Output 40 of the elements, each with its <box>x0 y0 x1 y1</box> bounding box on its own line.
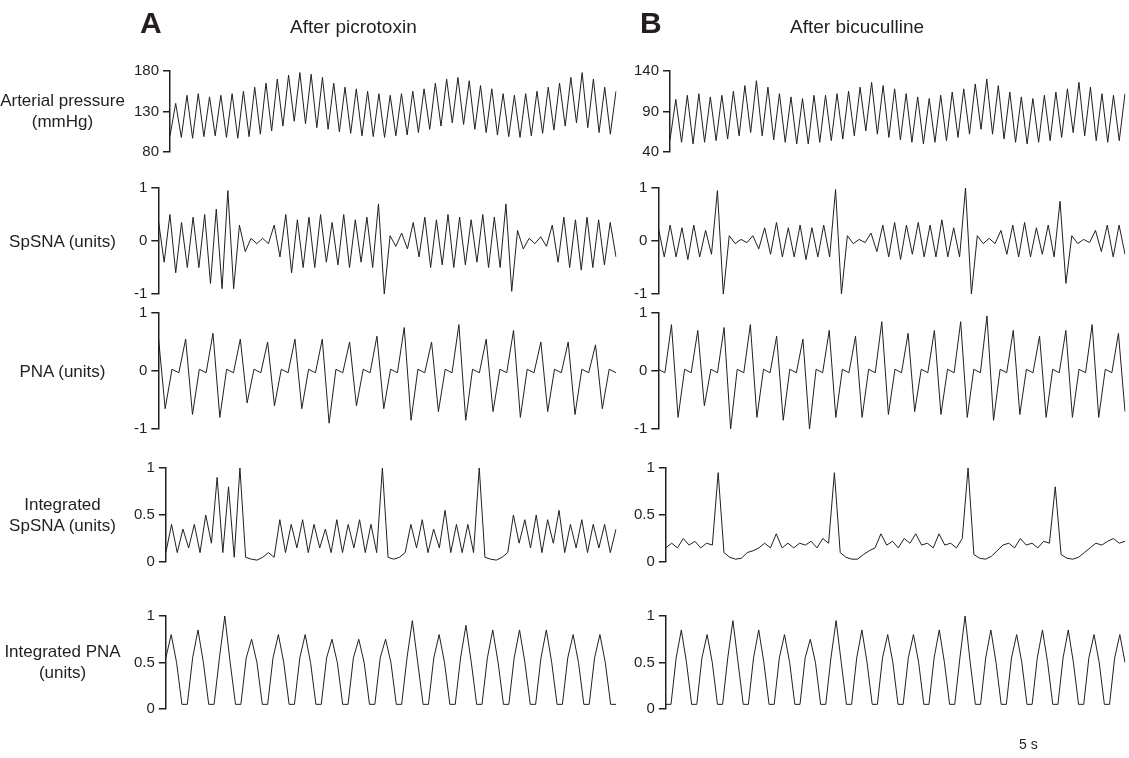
y-tick-label: 1 <box>138 178 148 196</box>
y-tick-label: 0 <box>638 361 648 379</box>
text: B <box>640 6 662 40</box>
text: 5 s <box>1019 736 1038 752</box>
chart-title: After bicuculline <box>790 16 925 38</box>
y-tick-label: 0 <box>638 231 648 249</box>
y-tick-label: 0.5 <box>633 652 655 670</box>
y-tick-label: 40 <box>642 142 660 160</box>
y-axis-title: Integrated PNA (units) <box>3 641 122 684</box>
y-tick-label: 1 <box>646 606 655 624</box>
y-tick-label: 180 <box>134 61 160 79</box>
y-tick-label: 1 <box>646 458 655 476</box>
y-axis-title: Arterial pressure (mmHg) <box>0 90 125 133</box>
y-tick-label: 0.5 <box>633 505 655 523</box>
y-tick-label: 0 <box>146 699 155 717</box>
y-tick-label: 80 <box>142 142 160 160</box>
y-tick-label: 0 <box>646 552 655 570</box>
chart-title: After picrotoxin <box>290 16 417 38</box>
y-tick-label: 1 <box>138 303 148 321</box>
y-tick-label: 0.5 <box>133 505 155 523</box>
y-tick-label: 0.5 <box>133 652 155 670</box>
y-tick-label: 130 <box>134 101 160 119</box>
y-axis-title: PNA (units) <box>18 360 107 382</box>
y-tick-label: 140 <box>634 61 660 79</box>
y-tick-label: 1 <box>638 303 648 321</box>
y-axis-title: Integrated SpSNA (units) <box>8 493 117 536</box>
y-tick-label: -1 <box>633 419 648 437</box>
y-tick-label: 1 <box>146 606 155 624</box>
y-tick-label: -1 <box>633 284 648 302</box>
y-tick-label: 0 <box>646 699 655 717</box>
y-tick-label: -1 <box>133 284 148 302</box>
y-tick-label: 1 <box>146 458 155 476</box>
y-tick-label: 90 <box>642 101 660 119</box>
y-tick-label: 0 <box>146 552 155 570</box>
y-tick-label: 1 <box>638 178 648 196</box>
y-axis-title: SpSNA (units) <box>8 230 117 252</box>
y-tick-label: 0 <box>138 231 148 249</box>
text: A <box>140 6 162 40</box>
y-tick-label: -1 <box>133 419 148 437</box>
y-tick-label: 0 <box>138 361 148 379</box>
